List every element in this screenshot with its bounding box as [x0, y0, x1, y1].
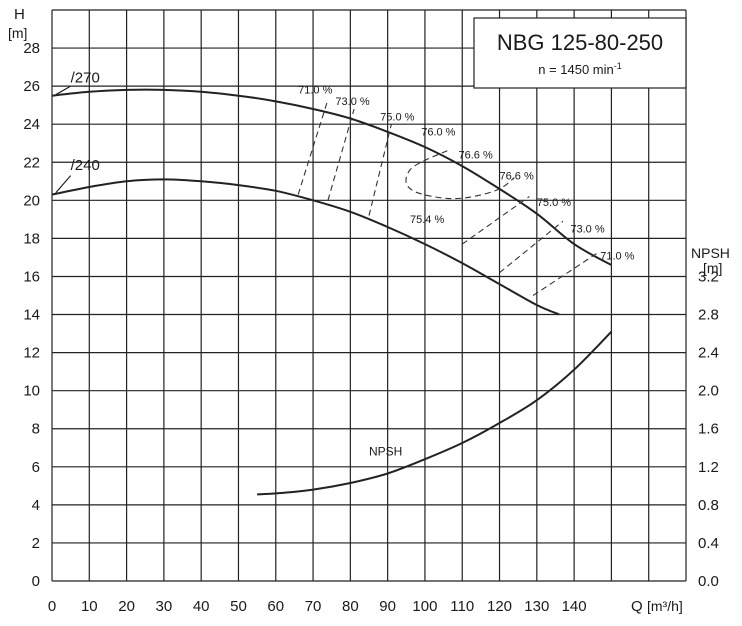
x-tick-label: 110	[450, 598, 474, 615]
series-line-270	[51, 88, 612, 266]
x-axis-unit: [m³/h]	[647, 598, 683, 614]
efficiency-line	[461, 196, 530, 245]
y-right-tick-label: 3.2	[698, 268, 719, 285]
x-tick-label: 50	[230, 598, 247, 615]
y-right-tick-label: 0.0	[698, 573, 719, 590]
y-left-tick-label: 20	[23, 192, 40, 209]
x-tick-label: 40	[193, 598, 210, 615]
efficiency-label: 73.0 %	[570, 224, 604, 236]
y-left-tick-label: 10	[23, 383, 40, 400]
y-left-tick-label: 28	[23, 40, 40, 57]
grid	[51, 9, 687, 582]
series-line-240	[51, 178, 560, 316]
y-right-tick-label: 0.4	[698, 535, 719, 552]
y-left-tick-label: 24	[23, 116, 40, 133]
x-tick-label: 20	[118, 598, 135, 615]
x-tick-label: 0	[48, 598, 56, 615]
y-right-tick-label: 1.6	[698, 421, 719, 438]
series-label-npsh: NPSH	[369, 444, 402, 458]
y-left-axis-name: H	[14, 6, 25, 23]
efficiency-line	[297, 99, 329, 195]
chart-title: NBG 125-80-250	[497, 30, 663, 55]
x-tick-label: 130	[524, 598, 549, 615]
subtitle-text: n = 1450 min	[538, 62, 614, 77]
y-right-tick-label: 2.4	[698, 345, 719, 362]
y-left-tick-label: 26	[23, 78, 40, 95]
efficiency-label: 75.0 %	[380, 111, 414, 123]
x-tick-label: 120	[487, 598, 512, 615]
efficiency-line	[368, 124, 392, 216]
y-left-tick-label: 22	[23, 154, 40, 171]
efficiency-label: 76.6 %	[500, 170, 534, 182]
y-right-axis-unit: [m]	[703, 260, 722, 276]
y-left-tick-label: 8	[32, 421, 40, 438]
x-tick-label: 80	[342, 598, 359, 615]
efficiency-line	[532, 253, 597, 296]
chart-subtitle: n = 1450 min-1	[538, 61, 622, 77]
x-tick-label: 30	[156, 598, 173, 615]
series-label-270: /270	[71, 69, 100, 86]
y-left-tick-label: 0	[32, 573, 40, 590]
efficiency-label: 76.6 %	[459, 149, 493, 161]
series-label-240: /240	[71, 157, 100, 174]
efficiency-line	[499, 220, 564, 274]
y-left-tick-label: 12	[23, 345, 40, 362]
y-right-tick-label: 0.8	[698, 497, 719, 514]
efficiency-overlay: 71.0 %73.0 %75.0 %76.0 %76.6 %76.6 %75.0…	[297, 85, 635, 296]
x-tick-label: 140	[562, 598, 587, 615]
x-tick-label: 100	[412, 598, 437, 615]
efficiency-label: 71.0 %	[600, 250, 634, 262]
y-right-tick-label: 1.2	[698, 459, 719, 476]
x-tick-label: 90	[379, 598, 396, 615]
x-tick-label: 60	[267, 598, 284, 615]
efficiency-label: 75.0 %	[537, 197, 571, 209]
x-axis-name: Q	[631, 598, 643, 615]
efficiency-label: 76.0 %	[421, 127, 455, 139]
y-left-tick-label: 16	[23, 268, 40, 285]
efficiency-line	[327, 108, 355, 201]
y-left-tick-label: 4	[32, 497, 40, 514]
title-box	[473, 17, 687, 89]
efficiency-label: 73.0 %	[335, 96, 369, 108]
y-right-axis-name: NPSH	[691, 245, 730, 261]
x-tick-label: 10	[81, 598, 98, 615]
y-left-tick-label: 14	[23, 307, 40, 324]
curves: /270/240 NPSH	[51, 69, 613, 496]
tick-labels: 0 10 20 30 40 50 60 70 80 90 100 110 120 130 140024681…	[23, 40, 719, 615]
subtitle-superscript: -1	[614, 61, 622, 71]
y-left-tick-label: 6	[32, 459, 40, 476]
x-tick-label: 70	[305, 598, 322, 615]
y-left-axis-unit: [m]	[8, 25, 27, 41]
y-right-tick-label: 2.8	[698, 307, 719, 324]
efficiency-loop	[405, 150, 515, 200]
efficiency-label: 75.4 %	[410, 214, 444, 226]
series-line-npsh	[257, 330, 613, 496]
efficiency-label: 71.0 %	[298, 85, 332, 97]
y-right-tick-label: 2.0	[698, 383, 719, 400]
y-left-tick-label: 2	[32, 535, 40, 552]
series-label-leader-240	[55, 175, 72, 194]
series-label-leader-270	[55, 85, 71, 96]
y-left-tick-label: 18	[23, 230, 40, 247]
